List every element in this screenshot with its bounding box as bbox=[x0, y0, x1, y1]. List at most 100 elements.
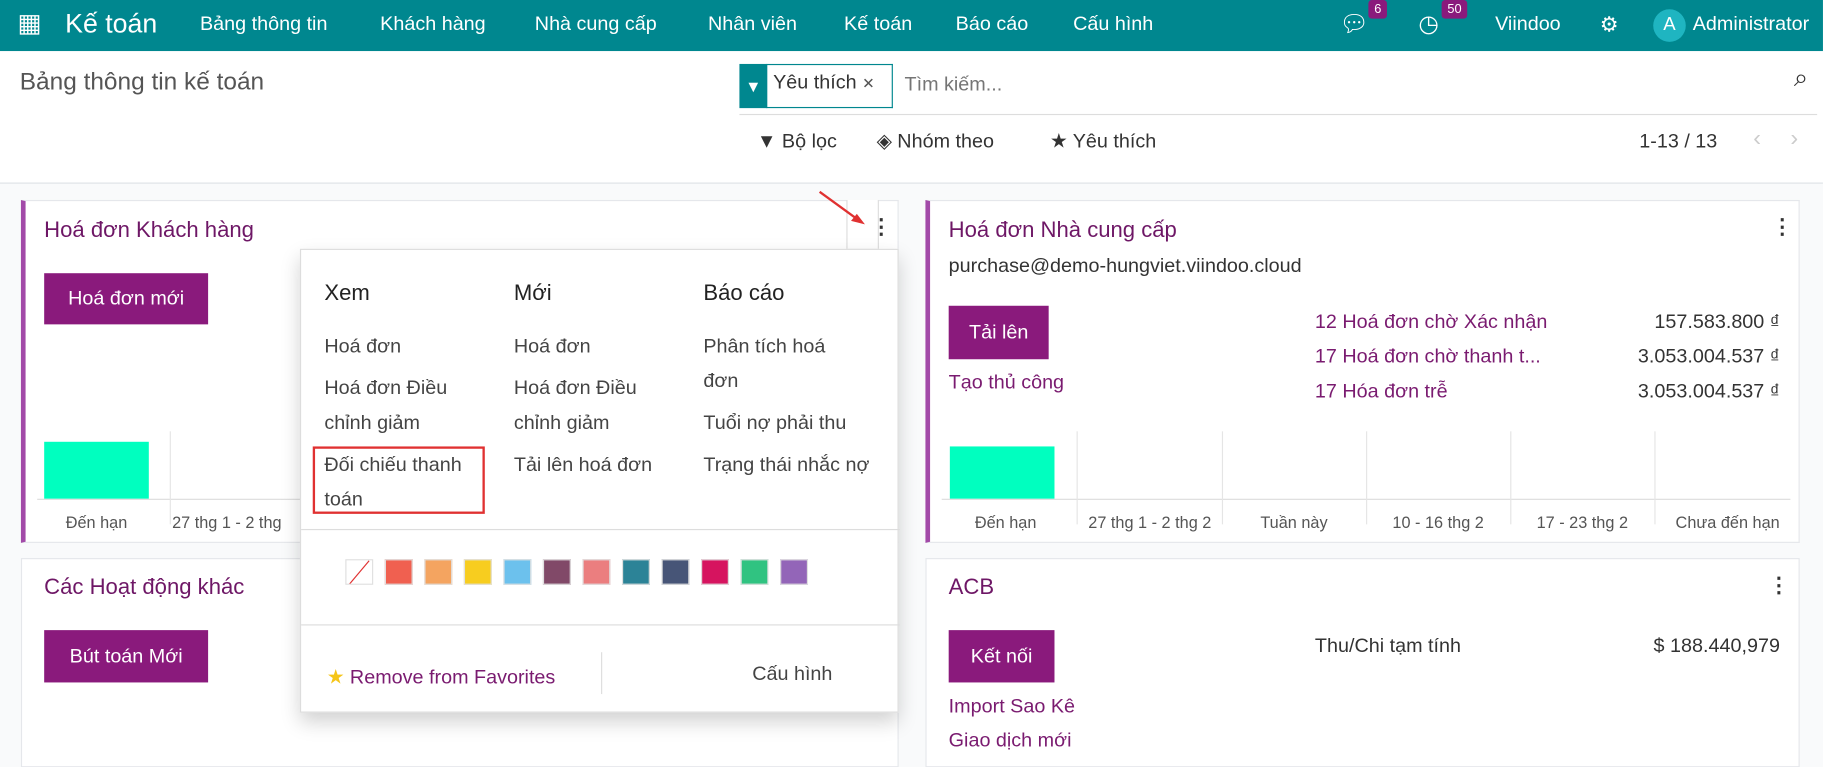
chart-bar[interactable] bbox=[44, 441, 149, 499]
color-swatch[interactable] bbox=[542, 559, 571, 585]
divider bbox=[301, 624, 900, 626]
card-title[interactable]: ACB bbox=[948, 575, 995, 600]
connect-button[interactable]: Kết nối bbox=[948, 630, 1055, 683]
pager-value[interactable]: 1-13 / 13 bbox=[1639, 130, 1718, 153]
search-input[interactable] bbox=[897, 65, 1782, 105]
avatar[interactable]: A bbox=[1653, 9, 1686, 42]
user-menu[interactable]: Administrator bbox=[1692, 12, 1810, 35]
import-statement-link[interactable]: Import Sao Kê bbox=[948, 695, 1076, 718]
card-vendor-bills: Hoá đơn Nhà cung cấp purchase@demo-hungv… bbox=[925, 199, 1800, 543]
search-icon[interactable]: ⌕ bbox=[1793, 62, 1809, 92]
group-label: Nhóm theo bbox=[897, 130, 995, 153]
stat-link[interactable]: 12 Hoá đơn chờ Xác nhận bbox=[1314, 310, 1548, 333]
filter-icon: ▼ bbox=[756, 130, 777, 153]
color-swatch[interactable] bbox=[582, 559, 611, 585]
card-bank-acb: ACB ⋮ Kết nối Import Sao Kê Giao dịch mớ… bbox=[925, 558, 1800, 767]
activities-badge: 50 bbox=[1441, 0, 1468, 19]
highlight-box bbox=[312, 446, 485, 514]
stat-link[interactable]: 17 Hóa đơn trễ bbox=[1314, 380, 1448, 403]
menu-item-reconcile[interactable]: Đối chiếu thanh toán bbox=[324, 453, 462, 511]
new-transaction-link[interactable]: Giao dịch mới bbox=[948, 728, 1072, 752]
kebab-menu-icon[interactable]: ⋮ bbox=[870, 215, 892, 239]
card-title[interactable]: Các Hoạt động khác bbox=[44, 575, 245, 600]
divider bbox=[739, 113, 1818, 116]
section-header-new: Mới bbox=[513, 281, 552, 306]
group-by-button[interactable]: ◈ Nhóm theo bbox=[877, 130, 994, 153]
balance-label: Thu/Chi tạm tính bbox=[1314, 634, 1462, 657]
color-swatch[interactable] bbox=[384, 559, 413, 585]
menu-item-followup-status[interactable]: Trạng thái nhắc nợ bbox=[703, 453, 870, 476]
alias-email: purchase@demo-hungviet.viindoo.cloud bbox=[948, 254, 1302, 277]
card-title[interactable]: Hoá đơn Khách hàng bbox=[44, 218, 254, 243]
pager-next-icon[interactable]: › bbox=[1790, 125, 1799, 152]
star-icon: ★ bbox=[326, 666, 345, 689]
kebab-menu-icon[interactable]: ⋮ bbox=[1768, 573, 1790, 597]
top-navbar: ▦ Kế toán Bảng thông tin Khách hàng Nhà … bbox=[0, 0, 1823, 52]
menu-item-new-credit-note[interactable]: Hoá đơn Điều chỉnh giảm bbox=[513, 376, 637, 434]
gridline bbox=[1221, 431, 1224, 525]
divider bbox=[301, 528, 900, 531]
axis-label: 27 thg 1 - 2 thg 2 bbox=[1088, 512, 1212, 532]
color-swatch[interactable] bbox=[463, 559, 492, 585]
filter-label: Bộ lọc bbox=[781, 130, 837, 153]
facet-remove-icon[interactable]: ✕ bbox=[862, 74, 875, 92]
color-none-swatch[interactable] bbox=[345, 559, 374, 585]
color-swatch[interactable] bbox=[621, 559, 650, 585]
pager-prev-icon[interactable]: ‹ bbox=[1753, 125, 1761, 152]
color-swatch[interactable] bbox=[740, 559, 769, 585]
create-manually-link[interactable]: Tạo thủ công bbox=[948, 370, 1065, 393]
favorites-button[interactable]: ★ Yêu thích bbox=[1050, 130, 1156, 153]
card-dropdown-menu: Xem Mới Báo cáo Hoá đơn Hoá đơn Điều chỉ… bbox=[299, 248, 900, 713]
menu-dashboard[interactable]: Bảng thông tin bbox=[199, 12, 328, 35]
divider bbox=[601, 652, 603, 695]
chart-axis bbox=[37, 498, 305, 500]
app-name[interactable]: Kế toán bbox=[65, 8, 158, 39]
color-swatch[interactable] bbox=[661, 559, 690, 585]
gridline bbox=[1654, 431, 1656, 525]
axis-label: 17 - 23 thg 2 bbox=[1536, 512, 1629, 532]
new-entry-button[interactable]: Bút toán Mới bbox=[44, 630, 209, 683]
menu-reporting[interactable]: Báo cáo bbox=[955, 12, 1029, 35]
settings-link[interactable]: Cấu hình bbox=[752, 662, 833, 685]
remove-favorites-button[interactable]: ★ Remove from Favorites bbox=[327, 666, 556, 689]
menu-accounting[interactable]: Kế toán bbox=[844, 12, 913, 35]
company-switcher[interactable]: Viindoo bbox=[1495, 12, 1561, 35]
axis-label: 10 - 16 thg 2 bbox=[1392, 512, 1484, 532]
stat-link[interactable]: 17 Hoá đơn chờ thanh t... bbox=[1314, 345, 1541, 368]
color-swatch[interactable] bbox=[780, 559, 809, 585]
card-title[interactable]: Hoá đơn Nhà cung cấp bbox=[948, 218, 1177, 243]
settings-gears-icon[interactable]: ⚙ bbox=[1599, 12, 1619, 37]
filter-button[interactable]: ▼ Bộ lọc bbox=[757, 130, 837, 153]
apps-menu-icon[interactable]: ▦ bbox=[17, 8, 42, 38]
menu-item-invoice-analysis[interactable]: Phân tích hoá đơn bbox=[703, 334, 826, 392]
color-swatch[interactable] bbox=[503, 559, 532, 585]
chart-bar[interactable] bbox=[949, 446, 1055, 499]
color-swatch[interactable] bbox=[424, 559, 453, 585]
menu-item-new-invoice[interactable]: Hoá đơn bbox=[513, 334, 591, 357]
stat-amount: 3.053.004.537 ₫ bbox=[1637, 380, 1780, 403]
layers-icon: ◈ bbox=[876, 130, 892, 153]
axis-label: Chưa đến hạn bbox=[1675, 512, 1780, 532]
menu-configuration[interactable]: Cấu hình bbox=[1073, 12, 1154, 35]
stat-amount: 157.583.800 ₫ bbox=[1654, 310, 1780, 333]
star-icon: ★ bbox=[1049, 130, 1068, 153]
menu-item-invoices[interactable]: Hoá đơn bbox=[324, 334, 402, 357]
menu-customers[interactable]: Khách hàng bbox=[380, 12, 486, 35]
chat-icon[interactable]: 💬︎ bbox=[1339, 11, 1369, 38]
upload-button[interactable]: Tải lên bbox=[948, 305, 1049, 360]
axis-label: Tuần này bbox=[1260, 512, 1328, 532]
page-title: Bảng thông tin kế toán bbox=[19, 68, 265, 96]
menu-vendors[interactable]: Nhà cung cấp bbox=[534, 12, 657, 35]
menu-employees[interactable]: Nhân viên bbox=[708, 12, 798, 35]
facet-label: Yêu thích bbox=[773, 70, 857, 94]
menu-item-aged-receivable[interactable]: Tuổi nợ phải thu bbox=[703, 411, 847, 434]
kebab-menu-icon[interactable]: ⋮ bbox=[1771, 215, 1793, 239]
axis-label: Đến hạn bbox=[65, 512, 128, 532]
color-swatch[interactable] bbox=[701, 559, 729, 585]
balance-amount: $ 188.440,979 bbox=[1653, 634, 1780, 657]
menu-item-credit-notes[interactable]: Hoá đơn Điều chỉnh giảm bbox=[324, 376, 448, 434]
clock-icon[interactable]: ◷ bbox=[1418, 11, 1439, 38]
menu-item-upload-invoice[interactable]: Tải lên hoá đơn bbox=[513, 453, 653, 476]
search-facet: Yêu thích ✕ bbox=[766, 63, 893, 109]
new-invoice-button[interactable]: Hoá đơn mới bbox=[44, 273, 209, 325]
